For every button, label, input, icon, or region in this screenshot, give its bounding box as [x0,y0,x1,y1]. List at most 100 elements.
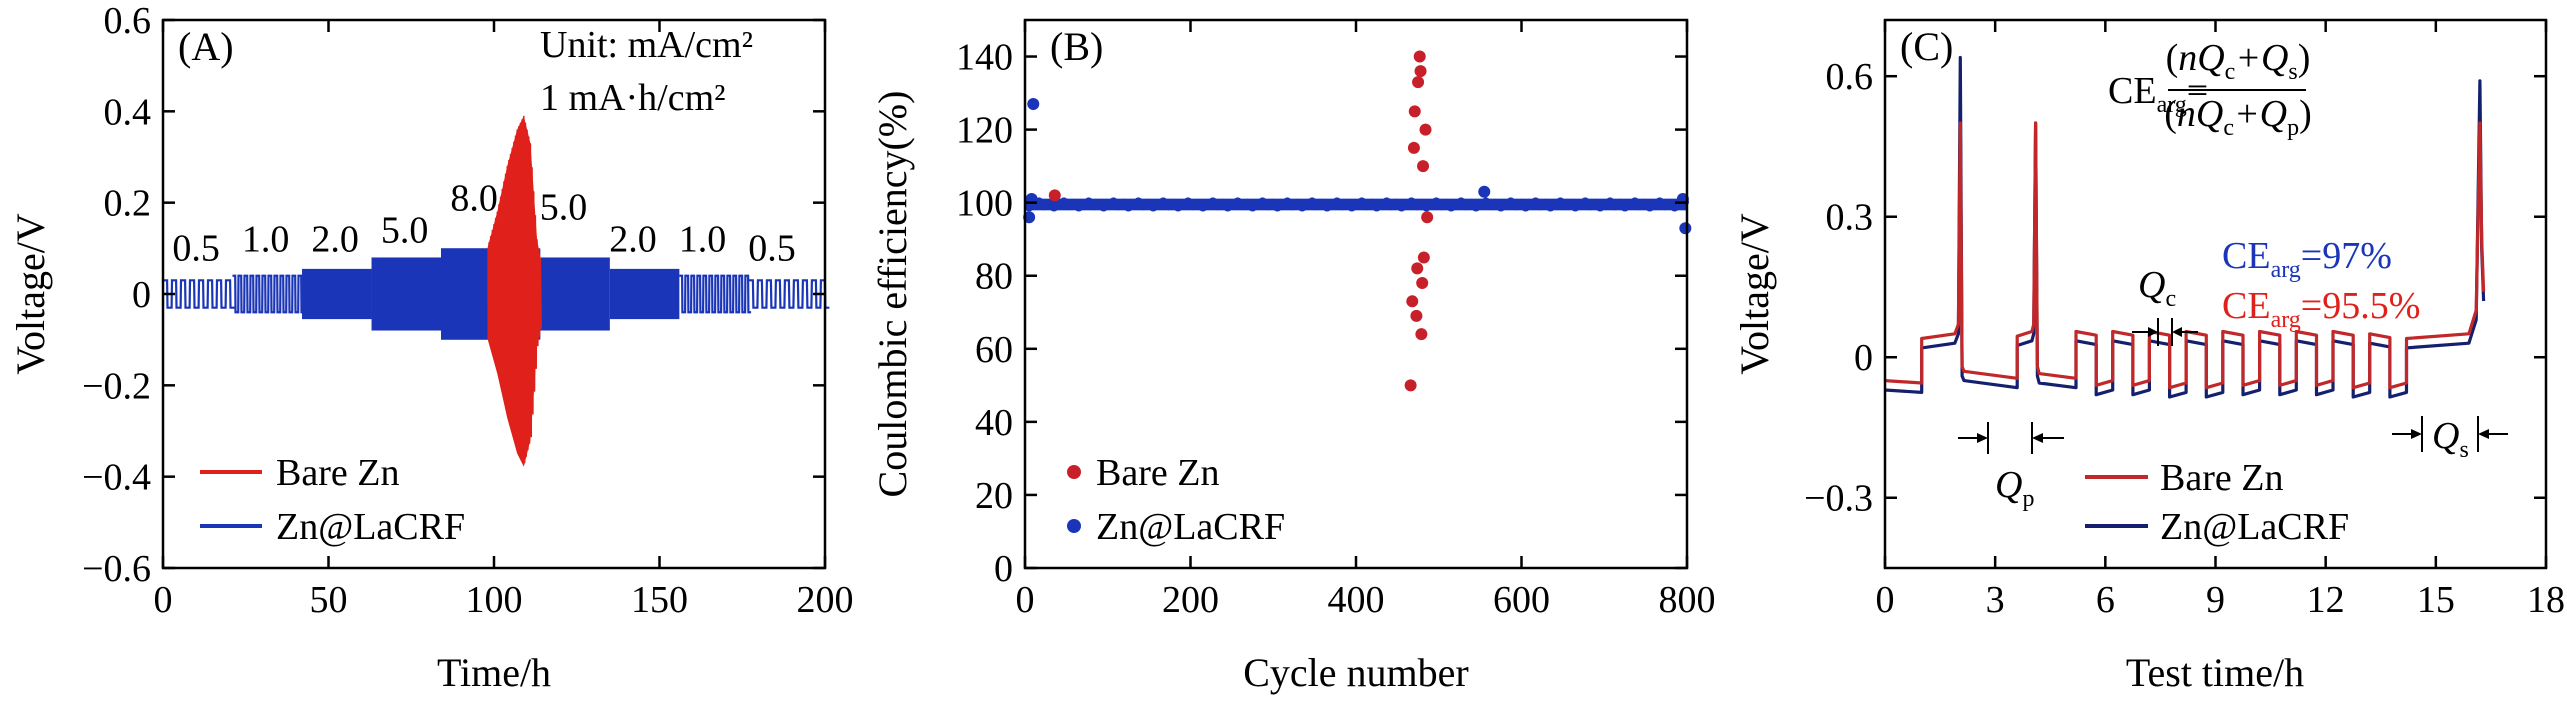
panel-a-label: (A) [178,24,234,69]
panel-a-rate-labels: 0.5 1.0 2.0 5.0 8.0 5.0 2.0 1.0 0.5 [172,177,795,269]
rate-label: 1.0 [679,218,727,260]
series-b-bare-zn-point [1404,379,1417,392]
qc-label: Q [2138,264,2165,306]
formula-lhs: CE [2108,70,2157,112]
qp-sub: p [2022,486,2034,512]
panel-a-ytick-label: 0 [132,274,151,316]
series-a-bare-zn-line [486,115,542,464]
panel-b-ytick-label: 80 [975,256,1013,298]
series-a-zn-lacrf-segment [609,268,680,320]
ce-value-bare-zn: CEarg=95.5% [2222,285,2420,333]
panel-a-ytick-label: 0.4 [104,91,152,133]
qc-marker: Qc [2132,264,2198,346]
panel-c-xlabel: Test time/h [2126,650,2304,695]
formula-den-n: nQ [2177,93,2223,135]
panel-b-plot-area [1023,50,1692,392]
series-c-bare-zn-line [1884,121,2486,390]
panel-c-ytick-label: −0.3 [1804,478,1873,520]
svg-text:(nQc+Qp): (nQc+Qp) [2164,93,2312,141]
panel-b-xtick-label: 400 [1328,579,1385,621]
formula-num-plus: +Q [2235,37,2288,79]
qp-label: Q [1995,464,2022,506]
panel-a-capacity-annotation: 1 mA·h/cm² [540,77,726,119]
panel-a-xtick-label: 150 [631,579,688,621]
rate-label: 2.0 [609,218,657,260]
qp-marker: Qp [1958,422,2064,512]
panel-b-ytick-label: 120 [956,110,1013,152]
rate-label: 8.0 [450,177,498,219]
series-b-bare-zn-point [1410,309,1423,322]
ce-formula: CEarg= (nQc+Qs) (nQc+Qp) [2108,37,2312,141]
panel-a-xtick-label: 0 [154,579,173,621]
panel-c-xtick-label: 15 [2417,579,2455,621]
formula-lhs-sub: arg [2157,92,2187,118]
formula-num-close: ) [2298,37,2311,79]
panel-a-ytick-label: 0.2 [104,183,152,225]
panel-b-xtick-label: 600 [1493,579,1550,621]
panel-c-xtick-label: 9 [2206,579,2225,621]
formula-den-p: p [2287,115,2299,141]
series-b-bare-zn-point [1419,123,1432,136]
panel-b-ytick-label: 140 [956,37,1013,79]
panel-a-legend: Bare Zn Zn@LaCRF [200,452,465,548]
series-b-bare-zn-point [1417,160,1430,173]
formula-den-c: c [2223,115,2234,141]
series-b-bare-zn-point [1417,251,1430,264]
panel-b-legend: Bare Zn Zn@LaCRF [1067,452,1285,548]
legend-c-bare-zn-label: Bare Zn [2160,457,2283,499]
panel-a-xtick-label: 100 [466,579,523,621]
panel-a-unit-annotation: Unit: mA/cm² [540,24,753,66]
panel-c-xtick-label: 0 [1876,579,1895,621]
series-b-bare-zn-point [1408,105,1421,118]
panel-c-xtick-label: 18 [2527,579,2565,621]
panel-c-ytick-label: 0 [1854,337,1873,379]
formula-den-plus: +Q [2234,93,2287,135]
legend-b-bare-zn-label: Bare Zn [1096,452,1219,494]
svg-text:Qp: Qp [1995,464,2034,512]
series-b-bare-zn-point [1415,328,1428,341]
formula-num-n: nQ [2178,37,2224,79]
qs-marker: Qs [2392,415,2508,463]
series-b-bare-zn-point [1048,189,1061,202]
series-b-zn-lacrf-point [1478,185,1491,198]
legend-b-zn-lacrf-label: Zn@LaCRF [1096,506,1285,548]
panel-c-xtick-label: 12 [2307,579,2345,621]
panel-c-xtick-label: 6 [2096,579,2115,621]
svg-text:Qc: Qc [2138,264,2176,312]
panel-b-ticks: 0 200 400 600 800 0 20 40 60 80 100 120 140 [956,20,1716,621]
panel-b-xlabel: Cycle number [1243,650,1469,695]
formula-num-s: s [2288,59,2297,85]
panel-c-ylabel: Voltage/V [1732,213,1777,375]
series-b-zn-lacrf-point [1027,98,1040,111]
panel-c-ytick-label: 0.3 [1826,197,1874,239]
formula-den-open: ( [2164,93,2177,135]
qc-sub: c [2165,286,2176,312]
qs-label: Q [2432,415,2459,457]
panel-c-plot-area [1884,55,2486,399]
series-a-zn-lacrf-segment [302,268,372,320]
panel-c-chart: 0 3 6 9 12 15 18 −0.3 0 0.3 0.6 (C) CEarg= (nQc+Qs… [1732,18,2565,695]
series-a-zn-lacrf-overlay [441,248,488,340]
formula-den-close: ) [2299,93,2312,135]
series-b-bare-zn-point [1412,76,1425,89]
series-b-bare-zn-point [1413,50,1426,63]
panel-b-ytick-label: 100 [956,183,1013,225]
panel-c-ticks: 0 3 6 9 12 15 18 −0.3 0 0.3 0.6 [1804,20,2565,621]
formula-num-open: ( [2166,37,2179,79]
legend-c-zn-lacrf-label: Zn@LaCRF [2160,506,2349,548]
panel-a-xtick-label: 50 [310,579,348,621]
series-b-bare-zn-point [1414,65,1427,78]
panel-b-ytick-label: 0 [994,548,1013,590]
rate-label: 1.0 [242,218,290,260]
legend-b-bare-zn-marker [1067,465,1081,479]
rate-label: 0.5 [748,228,796,270]
panel-b-ylabel: Coulombic efficiency(%) [870,91,915,498]
panel-b-xtick-label: 800 [1659,579,1716,621]
panel-c-legend: Bare Zn Zn@LaCRF [2085,457,2349,548]
series-b-bare-zn-point [1416,277,1429,290]
panel-c-label: (C) [1900,24,1953,69]
series-a-zn-lacrf-segment [163,279,235,309]
legend-a-bare-zn-label: Bare Zn [276,452,399,494]
series-b-bare-zn-point [1407,141,1420,154]
